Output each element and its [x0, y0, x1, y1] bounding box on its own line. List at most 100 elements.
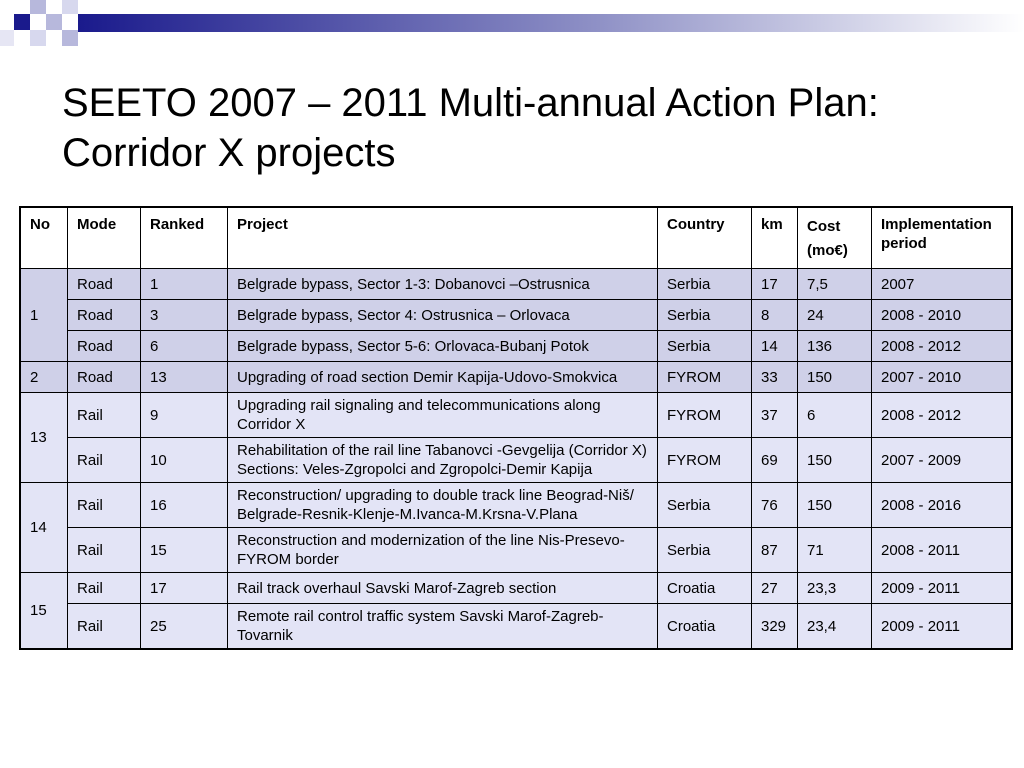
- cell-period: 2009 - 2011: [871, 572, 1013, 604]
- cell-mode: Rail: [67, 437, 141, 483]
- cell-km: 69: [751, 437, 798, 483]
- gradient-bar: [78, 14, 1024, 32]
- cell-km: 37: [751, 392, 798, 438]
- cell-cost: 6: [797, 392, 872, 438]
- header-cost: Cost (mo€): [797, 206, 872, 269]
- slide-title-line-2: Corridor X projects: [62, 131, 396, 175]
- cell-project: Belgrade bypass, Sector 1-3: Dobanovci –…: [227, 268, 658, 300]
- cell-mode: Road: [67, 361, 141, 393]
- table-row: 14 Rail 16 Reconstruction/ upgrading to …: [19, 482, 1013, 573]
- table-header-row: No Mode Ranked Project Country km Cost (m…: [19, 206, 1013, 269]
- cell-project: Upgrading of road section Demir Kapija-U…: [227, 361, 658, 393]
- deco-square: [62, 30, 78, 46]
- cell-cost: 23,4: [797, 603, 872, 650]
- cell-mode: Rail: [67, 572, 141, 604]
- cell-ranked: 9: [140, 392, 228, 438]
- cell-ranked: 16: [140, 482, 228, 528]
- group-number: 2: [19, 361, 68, 393]
- cell-km: 27: [751, 572, 798, 604]
- cell-project: Belgrade bypass, Sector 5-6: Orlovaca-Bu…: [227, 330, 658, 362]
- deco-square: [46, 14, 62, 30]
- cell-mode: Rail: [67, 392, 141, 438]
- cell-ranked: 15: [140, 527, 228, 573]
- cell-cost: 150: [797, 437, 872, 483]
- table-row: 15 Rail 17 Rail track overhaul Savski Ma…: [19, 572, 1013, 650]
- cell-cost: 71: [797, 527, 872, 573]
- cell-cost: 150: [797, 482, 872, 528]
- cell-ranked: 25: [140, 603, 228, 650]
- header-km: km: [751, 206, 798, 269]
- deco-square: [0, 30, 14, 46]
- table-row: Rail 25 Remote rail control traffic syst…: [20, 603, 1013, 650]
- cell-cost: 23,3: [797, 572, 872, 604]
- cell-mode: Rail: [67, 603, 141, 650]
- decorative-header-bar: [0, 0, 1024, 46]
- cell-country: Serbia: [657, 527, 752, 573]
- header-cost-label: Cost: [807, 218, 841, 235]
- cell-ranked: 3: [140, 299, 228, 331]
- deco-square: [30, 30, 46, 46]
- cell-ranked: 17: [140, 572, 228, 604]
- slide-title-line-1: SEETO 2007 – 2011 Multi-annual Action Pl…: [62, 81, 879, 125]
- cell-mode: Rail: [67, 527, 141, 573]
- cell-period: 2008 - 2011: [871, 527, 1013, 573]
- header-mode: Mode: [67, 206, 141, 269]
- cell-country: Serbia: [657, 482, 752, 528]
- cell-cost: 24: [797, 299, 872, 331]
- cell-km: 33: [751, 361, 798, 393]
- cell-country: FYROM: [657, 361, 752, 393]
- cell-mode: Road: [67, 268, 141, 300]
- table-row: 1 Road 1 Belgrade bypass, Sector 1-3: Do…: [19, 268, 1013, 362]
- cell-km: 17: [751, 268, 798, 300]
- cell-country: Croatia: [657, 603, 752, 650]
- header-country: Country: [657, 206, 752, 269]
- cell-mode: Rail: [67, 482, 141, 528]
- header-cost-unit: (mo€): [807, 242, 848, 259]
- cell-project: Rehabilitation of the rail line Tabanovc…: [227, 437, 658, 483]
- cell-country: Croatia: [657, 572, 752, 604]
- cell-km: 76: [751, 482, 798, 528]
- cell-project: Upgrading rail signaling and telecommuni…: [227, 392, 658, 438]
- cell-period: 2007 - 2009: [871, 437, 1013, 483]
- cell-period: 2008 - 2010: [871, 299, 1013, 331]
- cell-period: 2009 - 2011: [871, 603, 1013, 650]
- cell-km: 14: [751, 330, 798, 362]
- cell-mode: Road: [67, 330, 141, 362]
- cell-ranked: 6: [140, 330, 228, 362]
- cell-mode: Road: [67, 299, 141, 331]
- cell-country: Serbia: [657, 299, 752, 331]
- cell-project: Remote rail control traffic system Savsk…: [227, 603, 658, 650]
- cell-project: Rail track overhaul Savski Marof-Zagreb …: [227, 572, 658, 604]
- cell-period: 2008 - 2012: [871, 392, 1013, 438]
- cell-km: 87: [751, 527, 798, 573]
- group-number: 13: [19, 392, 68, 483]
- cell-country: Serbia: [657, 268, 752, 300]
- cell-period: 2008 - 2016: [871, 482, 1013, 528]
- table-row: Rail 15 Reconstruction and modernization…: [20, 527, 1013, 573]
- projects-table: No Mode Ranked Project Country km Cost (m…: [19, 206, 1013, 650]
- table-row: Road 3 Belgrade bypass, Sector 4: Ostrus…: [20, 299, 1013, 331]
- cell-ranked: 10: [140, 437, 228, 483]
- table-row: Road 6 Belgrade bypass, Sector 5-6: Orlo…: [20, 330, 1013, 362]
- header-no: No: [19, 206, 68, 269]
- group-number: 1: [19, 268, 68, 362]
- cell-country: FYROM: [657, 392, 752, 438]
- cell-country: Serbia: [657, 330, 752, 362]
- cell-ranked: 13: [140, 361, 228, 393]
- cell-km: 329: [751, 603, 798, 650]
- cell-project: Reconstruction/ upgrading to double trac…: [227, 482, 658, 528]
- table-row: 13 Rail 9 Upgrading rail signaling and t…: [19, 392, 1013, 483]
- cell-period: 2007: [871, 268, 1013, 300]
- cell-cost: 150: [797, 361, 872, 393]
- group-number: 15: [19, 572, 68, 650]
- deco-square: [62, 0, 78, 14]
- cell-period: 2007 - 2010: [871, 361, 1013, 393]
- table-row: Rail 10 Rehabilitation of the rail line …: [20, 437, 1013, 483]
- cell-ranked: 1: [140, 268, 228, 300]
- cell-country: FYROM: [657, 437, 752, 483]
- deco-square: [30, 0, 46, 14]
- header-project: Project: [227, 206, 658, 269]
- cell-cost: 136: [797, 330, 872, 362]
- slide-title: SEETO 2007 – 2011 Multi-annual Action Pl…: [62, 78, 1012, 178]
- cell-project: Reconstruction and modernization of the …: [227, 527, 658, 573]
